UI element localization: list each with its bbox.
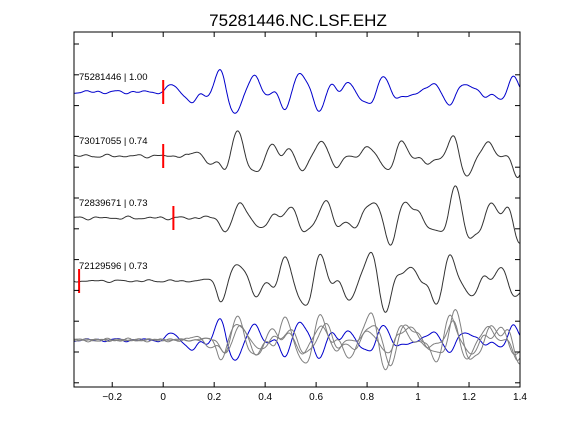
x-tick-label: 1: [415, 392, 421, 403]
x-tick-label: 0: [160, 392, 166, 403]
x-tick-label: 0.8: [360, 392, 374, 403]
overlay-line-2: [74, 315, 521, 362]
x-tick-label: 0.2: [207, 392, 221, 403]
chart-title: 75281446.NC.LSF.EHZ: [209, 11, 387, 30]
x-tick-label: 0.4: [258, 392, 272, 403]
overlay-line-3: [74, 309, 520, 367]
trace-line-4: [73, 251, 521, 313]
x-tick-label: 1.2: [462, 392, 476, 403]
trace-line-1: [73, 69, 521, 114]
x-tick-label: 1.4: [513, 392, 527, 403]
trace-label-4: 72129596 | 0.73: [79, 261, 148, 272]
trace-line-3: [74, 185, 520, 246]
x-tick-label: 0.6: [309, 392, 323, 403]
plot-area: 75281446 | 1.00 73017055 | 0.74 72839671 |…: [73, 69, 521, 371]
overlay-line-4: [73, 312, 521, 371]
trace-line-2: [74, 130, 521, 179]
trace-label-2: 73017055 | 0.74: [79, 136, 148, 147]
x-tick-label: −0.2: [102, 392, 122, 403]
axes-frame: [73, 31, 521, 388]
trace-label-3: 72839671 | 0.73: [79, 198, 148, 209]
trace-label-1: 75281446 | 1.00: [79, 72, 148, 83]
y-axis: [74, 43, 520, 384]
x-axis: −0.2 0 0.2 0.4 0.6 0.8 1 1.2 1.4: [102, 32, 527, 403]
